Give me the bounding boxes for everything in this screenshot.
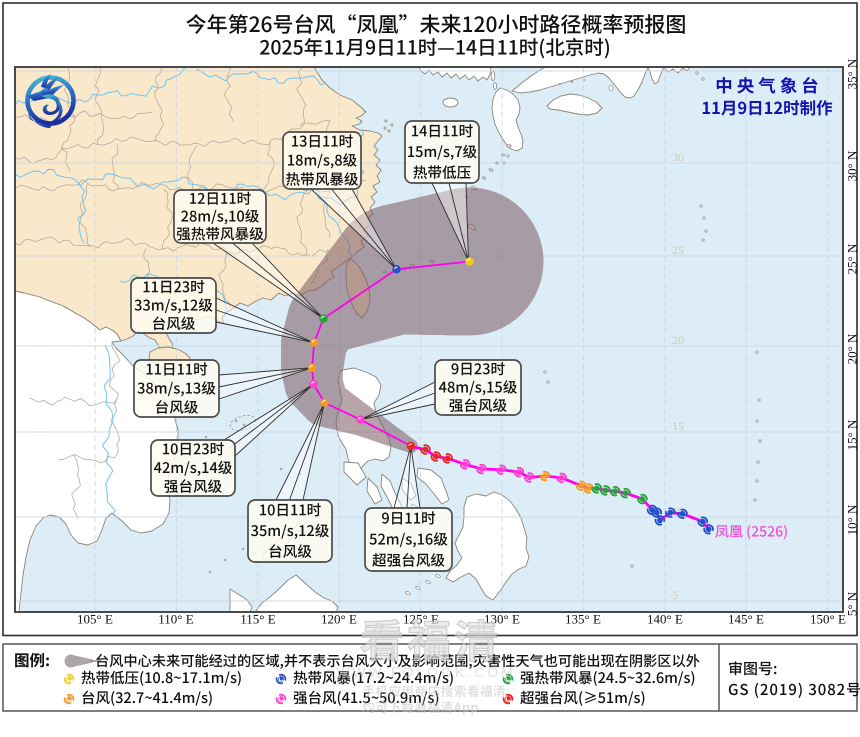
svg-text:115° E: 115° E	[240, 612, 275, 627]
svg-text:WWW.FQLOOK.COM: WWW.FQLOOK.COM	[336, 664, 516, 680]
svg-text:5° N: 5° N	[845, 591, 860, 616]
svg-text:10° N: 10° N	[845, 504, 860, 535]
svg-text:20° N: 20° N	[845, 333, 860, 364]
svg-text:140° E: 140° E	[647, 612, 683, 627]
svg-text:135° E: 135° E	[565, 612, 601, 627]
svg-text:15° N: 15° N	[845, 419, 860, 450]
svg-text:150° E: 150° E	[810, 612, 846, 627]
svg-text:25° N: 25° N	[845, 243, 860, 274]
svg-text:35° N: 35° N	[845, 58, 860, 89]
svg-text:15: 15	[672, 419, 684, 433]
svg-text:110° E: 110° E	[158, 612, 193, 627]
svg-text:5: 5	[672, 588, 678, 602]
svg-text:20: 20	[672, 333, 684, 347]
svg-text:145° E: 145° E	[728, 612, 764, 627]
svg-text:30: 30	[672, 150, 684, 164]
svg-text:120° E: 120° E	[321, 612, 357, 627]
svg-text:105° E: 105° E	[77, 612, 113, 627]
svg-text:25: 25	[672, 243, 684, 257]
svg-text:30° N: 30° N	[845, 150, 860, 181]
